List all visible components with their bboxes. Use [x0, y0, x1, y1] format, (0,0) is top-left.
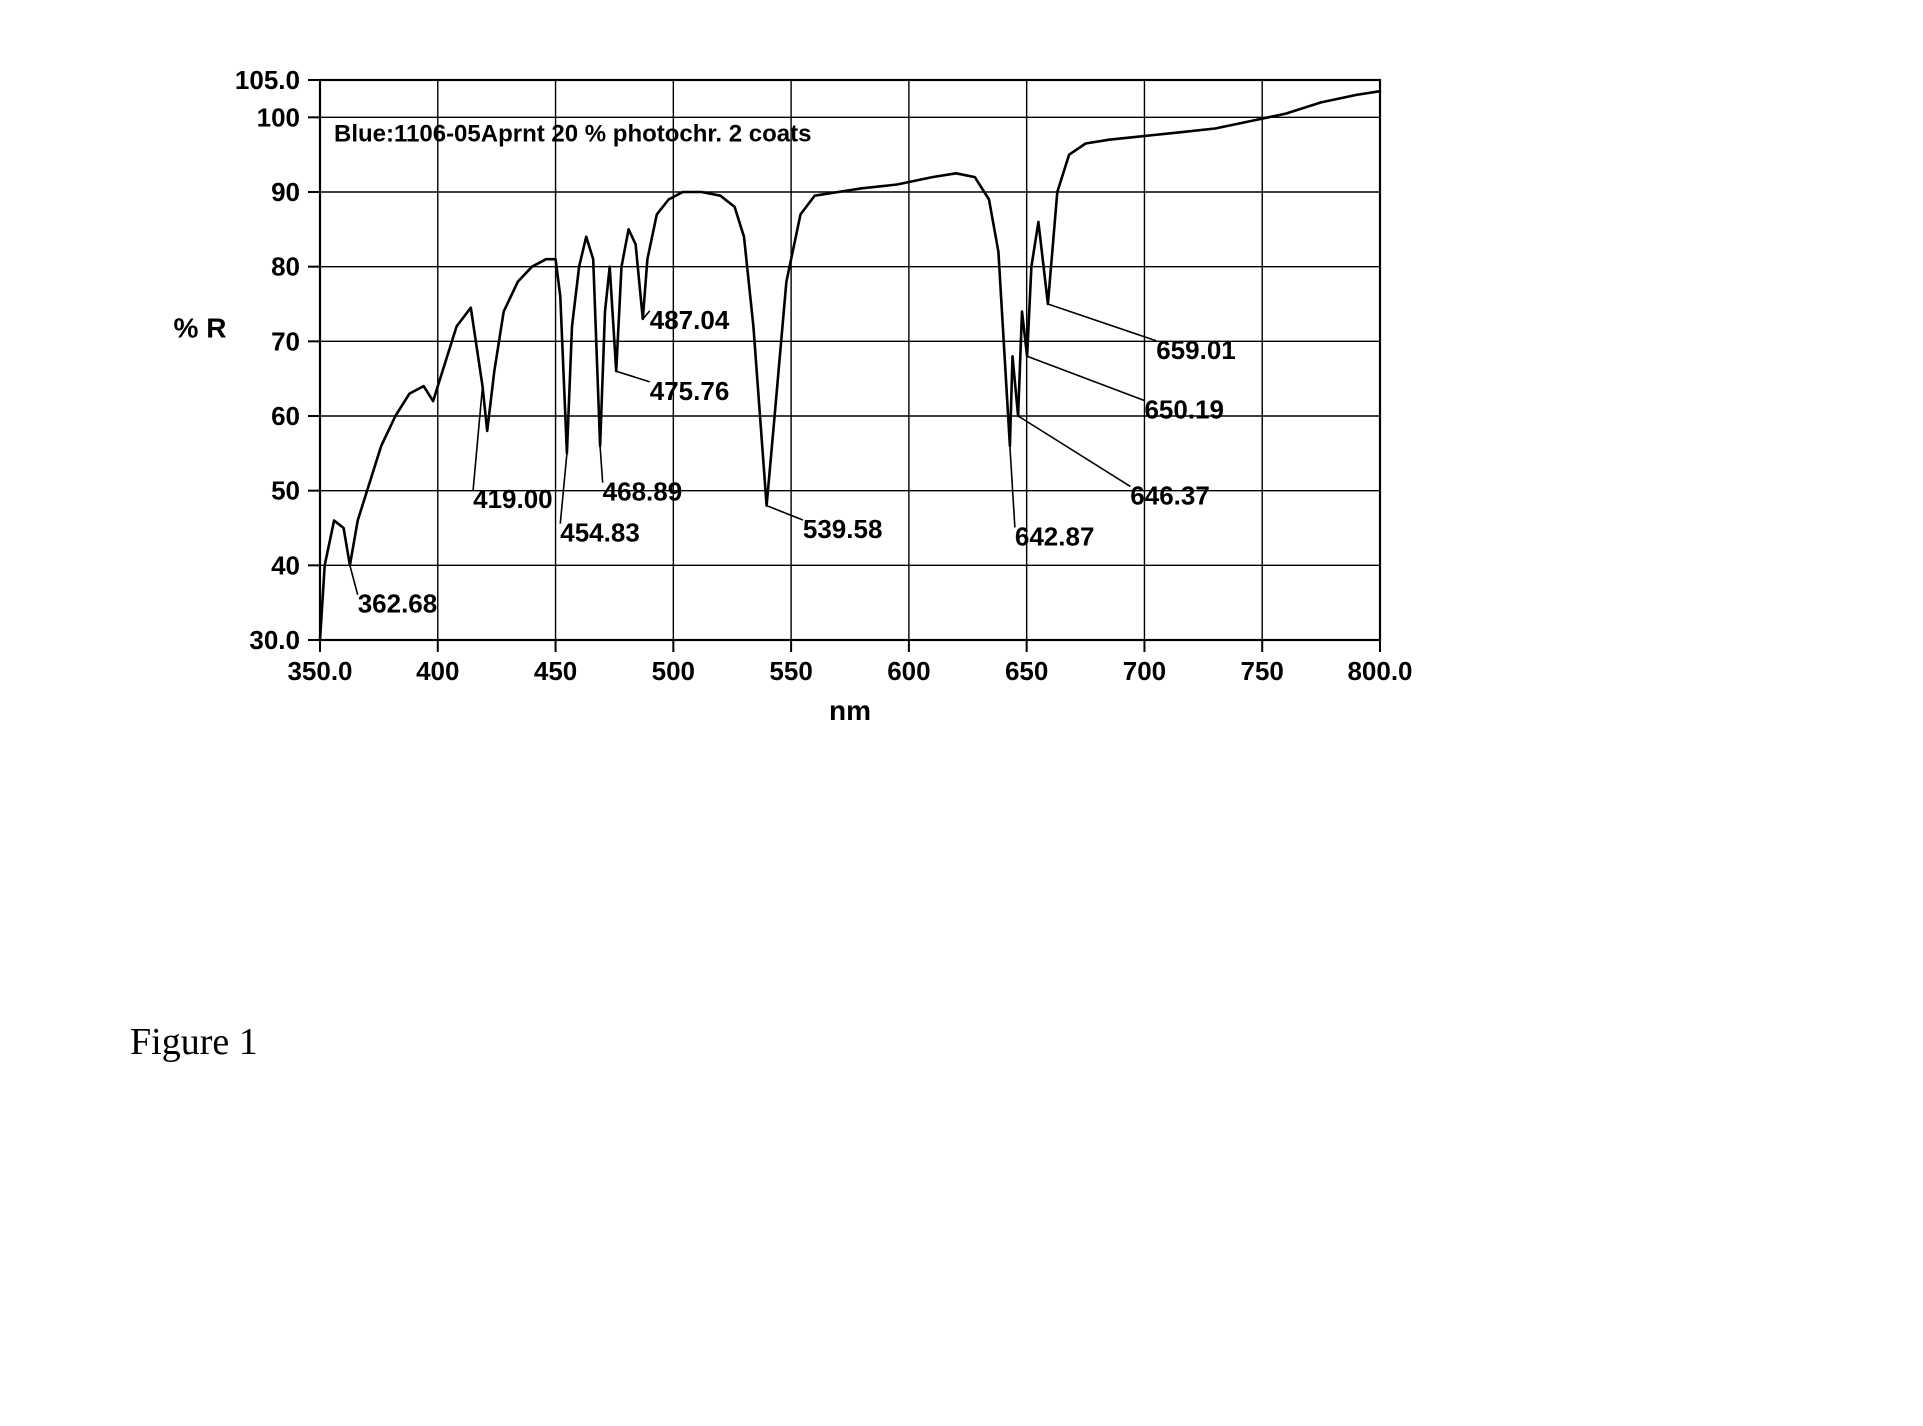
- page: 350.0 400 450 500 550 600 650 700 750 800.0 30.0 40…: [0, 0, 1923, 1426]
- svg-text:400: 400: [416, 656, 459, 686]
- svg-text:90: 90: [271, 177, 300, 207]
- svg-text:362.68: 362.68: [358, 589, 438, 619]
- svg-text:659.01: 659.01: [1156, 335, 1236, 365]
- svg-text:475.76: 475.76: [650, 376, 730, 406]
- svg-text:487.04: 487.04: [650, 305, 730, 335]
- svg-text:70: 70: [271, 326, 300, 356]
- svg-text:100: 100: [257, 102, 300, 132]
- svg-text:454.83: 454.83: [560, 518, 640, 548]
- svg-text:nm: nm: [829, 695, 871, 726]
- svg-text:419.00: 419.00: [473, 484, 553, 514]
- svg-text:550: 550: [769, 656, 812, 686]
- spectrum-chart: 350.0 400 450 500 550 600 650 700 750 800.0 30.0 40…: [160, 60, 1500, 765]
- svg-text:650: 650: [1005, 656, 1048, 686]
- svg-text:60: 60: [271, 401, 300, 431]
- svg-text:750: 750: [1241, 656, 1284, 686]
- svg-text:539.58: 539.58: [803, 514, 883, 544]
- svg-text:650.19: 650.19: [1144, 395, 1224, 425]
- svg-text:80: 80: [271, 252, 300, 282]
- svg-text:450: 450: [534, 656, 577, 686]
- svg-text:500: 500: [652, 656, 695, 686]
- svg-text:468.89: 468.89: [603, 477, 683, 507]
- svg-text:50: 50: [271, 476, 300, 506]
- svg-text:105.0: 105.0: [235, 65, 300, 95]
- svg-text:646.37: 646.37: [1130, 480, 1210, 510]
- figure-caption: Figure 1: [130, 1020, 258, 1064]
- svg-text:40: 40: [271, 550, 300, 580]
- svg-text:350.0: 350.0: [287, 656, 352, 686]
- chart-svg: 350.0 400 450 500 550 600 650 700 750 800.0 30.0 40…: [160, 60, 1500, 760]
- svg-text:600: 600: [887, 656, 930, 686]
- svg-text:800.0: 800.0: [1347, 656, 1412, 686]
- svg-text:% R: % R: [174, 313, 227, 344]
- svg-text:700: 700: [1123, 656, 1166, 686]
- svg-text:30.0: 30.0: [249, 625, 300, 655]
- svg-text:Blue:1106-05Aprnt 20 % photoch: Blue:1106-05Aprnt 20 % photochr. 2 coats: [334, 120, 811, 147]
- svg-text:642.87: 642.87: [1015, 521, 1095, 551]
